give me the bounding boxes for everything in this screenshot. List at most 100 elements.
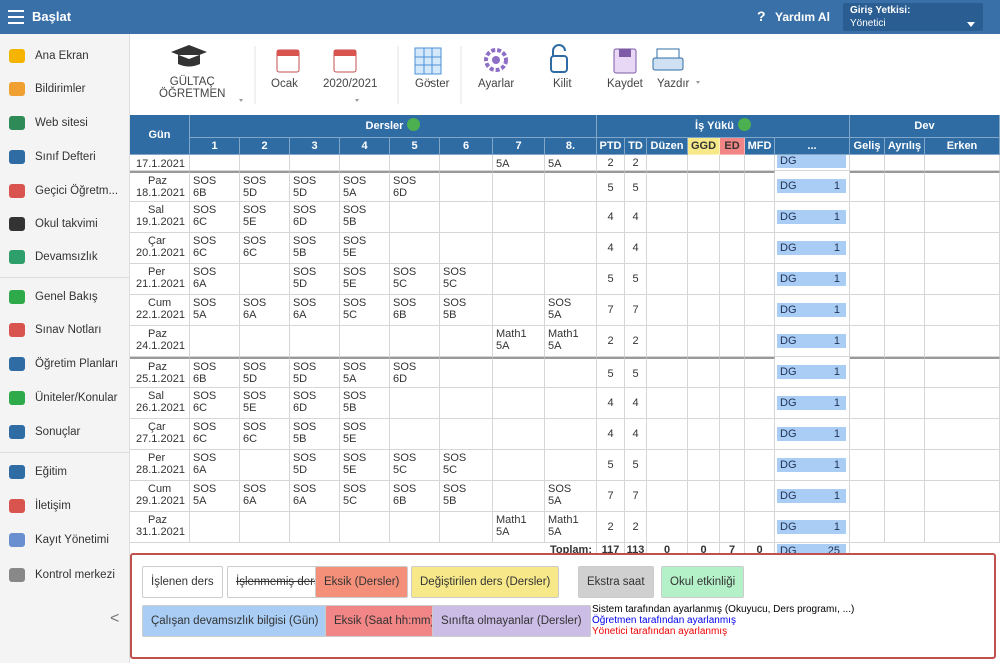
lesson-cell[interactable]: SOS 5D [290, 264, 340, 295]
lesson-cell[interactable]: SOS 5E [340, 233, 390, 264]
lesson-cell[interactable]: SOS 5A [190, 481, 240, 512]
lesson-cell[interactable]: SOS 5A [340, 357, 390, 388]
add-button[interactable] [407, 118, 421, 131]
sidebar-item[interactable]: Genel Bakış [0, 282, 130, 312]
lesson-cell[interactable]: SOS 5D [240, 357, 290, 388]
lesson-cell[interactable]: SOS 5B [440, 295, 493, 326]
lesson-cell[interactable]: SOS 6B [390, 481, 440, 512]
legend-item[interactable]: Eksik (Dersler) [315, 566, 409, 598]
legend-item[interactable]: Çalışan devamsızlık bilgisi (Gün) [142, 605, 328, 637]
lesson-cell[interactable]: SOS 5B [340, 388, 390, 419]
sidebar-item[interactable]: Kayıt Yönetimi [0, 525, 130, 555]
legend-item[interactable]: İşlenmemiş ders [227, 566, 329, 598]
lesson-cell[interactable]: SOS 5A [340, 171, 390, 202]
sidebar-item[interactable]: Eğitim [0, 457, 130, 487]
lock-button[interactable]: Kilit [553, 78, 572, 90]
lesson-cell[interactable]: Math1 5A [493, 512, 545, 543]
lesson-cell[interactable]: SOS 5A [545, 295, 597, 326]
lesson-cell[interactable]: SOS 6D [290, 388, 340, 419]
lesson-cell[interactable]: SOS 5C [440, 264, 493, 295]
sidebar-item[interactable]: Web sitesi [0, 108, 130, 138]
lesson-cell[interactable]: SOS 6D [390, 171, 440, 202]
lesson-cell[interactable]: 5A [493, 155, 545, 171]
lesson-cell[interactable]: SOS 6C [190, 419, 240, 450]
add-button[interactable] [737, 118, 751, 131]
lesson-cell[interactable]: SOS 6C [190, 233, 240, 264]
lesson-cell[interactable]: SOS 5B [290, 233, 340, 264]
sidebar-item[interactable]: Öğretim Planları [0, 349, 130, 379]
lesson-cell[interactable]: SOS 5E [240, 388, 290, 419]
settings-button[interactable]: Ayarlar [478, 78, 515, 90]
lesson-cell[interactable]: SOS 5C [390, 264, 440, 295]
lesson-cell[interactable]: SOS 5A [190, 295, 240, 326]
lesson-cell[interactable]: SOS 6A [190, 450, 240, 481]
legend-item[interactable]: Ekstra saat [578, 566, 654, 598]
lesson-cell[interactable]: SOS 5E [340, 264, 390, 295]
lesson-cell[interactable]: SOS 6D [390, 357, 440, 388]
lesson-cell[interactable]: SOS 5C [340, 481, 390, 512]
dg-bar: DG 1 [777, 272, 846, 286]
lesson-cell[interactable]: SOS 6A [240, 295, 290, 326]
save-button[interactable]: Kaydet [607, 78, 643, 90]
lesson-cell[interactable]: SOS 5C [340, 295, 390, 326]
year-select[interactable]: 2020/2021 [323, 78, 378, 90]
lesson-cell[interactable]: SOS 6A [290, 295, 340, 326]
role-select[interactable]: Giriş Yetkisi: Yönetici [843, 3, 983, 31]
lesson-cell[interactable]: Math1 5A [545, 512, 597, 543]
sidebar-item[interactable]: İletişim [0, 491, 130, 521]
lesson-cell[interactable]: SOS 5B [290, 419, 340, 450]
sidebar-item[interactable]: Bildirimler [0, 74, 130, 104]
legend-item[interactable]: Okul etkinliği [661, 566, 745, 598]
lesson-cell[interactable]: Math1 5A [493, 326, 545, 357]
lesson-cell[interactable]: SOS 6A [290, 481, 340, 512]
help-link[interactable]: Yardım Al [775, 10, 830, 24]
lesson-cell[interactable]: SOS 5B [440, 481, 493, 512]
app-title[interactable]: Başlat [32, 9, 72, 24]
header-lesson-col: 3 [290, 138, 340, 155]
sidebar-item[interactable]: Sonuçlar [0, 417, 130, 447]
lesson-cell[interactable]: SOS 6A [190, 264, 240, 295]
lesson-cell[interactable]: SOS 5D [290, 171, 340, 202]
legend-item[interactable]: Sınıfta olmayanlar (Dersler) [432, 605, 591, 637]
lesson-cell[interactable]: SOS 6B [190, 171, 240, 202]
lesson-cell[interactable]: SOS 6B [190, 357, 240, 388]
date: 19.1.2021 [136, 216, 185, 228]
legend-item[interactable]: Değiştirilen ders (Dersler) [411, 566, 560, 598]
lesson-cell[interactable]: SOS 5D [290, 357, 340, 388]
print-button[interactable]: Yazdır [657, 78, 690, 90]
lesson-cell[interactable]: 5A [545, 155, 597, 171]
show-button[interactable]: Göster [415, 78, 450, 90]
sidebar-item[interactable]: Okul takvimi [0, 209, 130, 239]
menu-icon[interactable] [8, 9, 26, 25]
month-select[interactable]: Ocak [271, 78, 298, 90]
lesson-cell[interactable]: SOS 5C [390, 450, 440, 481]
legend-item[interactable]: Eksik (Saat hh:mm) [325, 605, 444, 637]
sidebar-item[interactable]: Sınıf Defteri [0, 142, 130, 172]
sidebar-item[interactable]: Kontrol merkezi [0, 560, 130, 590]
sidebar-item[interactable]: Sınav Notları [0, 315, 130, 345]
sidebar-item[interactable]: Geçici Öğretm... [0, 176, 130, 206]
lesson-cell[interactable]: SOS 6C [240, 233, 290, 264]
help-icon[interactable]: ? [757, 8, 766, 24]
sidebar-item[interactable]: Üniteler/Konular [0, 383, 130, 413]
lesson-cell[interactable]: SOS 6C [240, 419, 290, 450]
lesson-cell[interactable]: SOS 5D [240, 171, 290, 202]
lesson-cell[interactable]: SOS 5B [340, 202, 390, 233]
lesson-cell[interactable]: SOS 5E [240, 202, 290, 233]
lesson-cell[interactable]: SOS 6C [190, 388, 240, 419]
lesson-cell[interactable]: SOS 5E [340, 419, 390, 450]
sidebar-item[interactable]: Devamsızlık [0, 242, 130, 272]
lesson-cell[interactable]: SOS 6C [190, 202, 240, 233]
lesson-cell[interactable]: SOS 5D [290, 450, 340, 481]
teacher-select[interactable]: GÜLTAÇ ÖĞRETMEN [159, 76, 225, 100]
lesson-cell[interactable]: SOS 5E [340, 450, 390, 481]
lesson-cell[interactable]: SOS 5C [440, 450, 493, 481]
collapse-button[interactable]: < [110, 610, 120, 627]
lesson-cell[interactable]: SOS 5A [545, 481, 597, 512]
sidebar-item[interactable]: Ana Ekran [0, 41, 130, 71]
lesson-cell[interactable]: SOS 6D [290, 202, 340, 233]
lesson-cell[interactable]: Math1 5A [545, 326, 597, 357]
lesson-cell[interactable]: SOS 6A [240, 481, 290, 512]
legend-item[interactable]: İşlenen ders [142, 566, 223, 598]
lesson-cell[interactable]: SOS 6B [390, 295, 440, 326]
